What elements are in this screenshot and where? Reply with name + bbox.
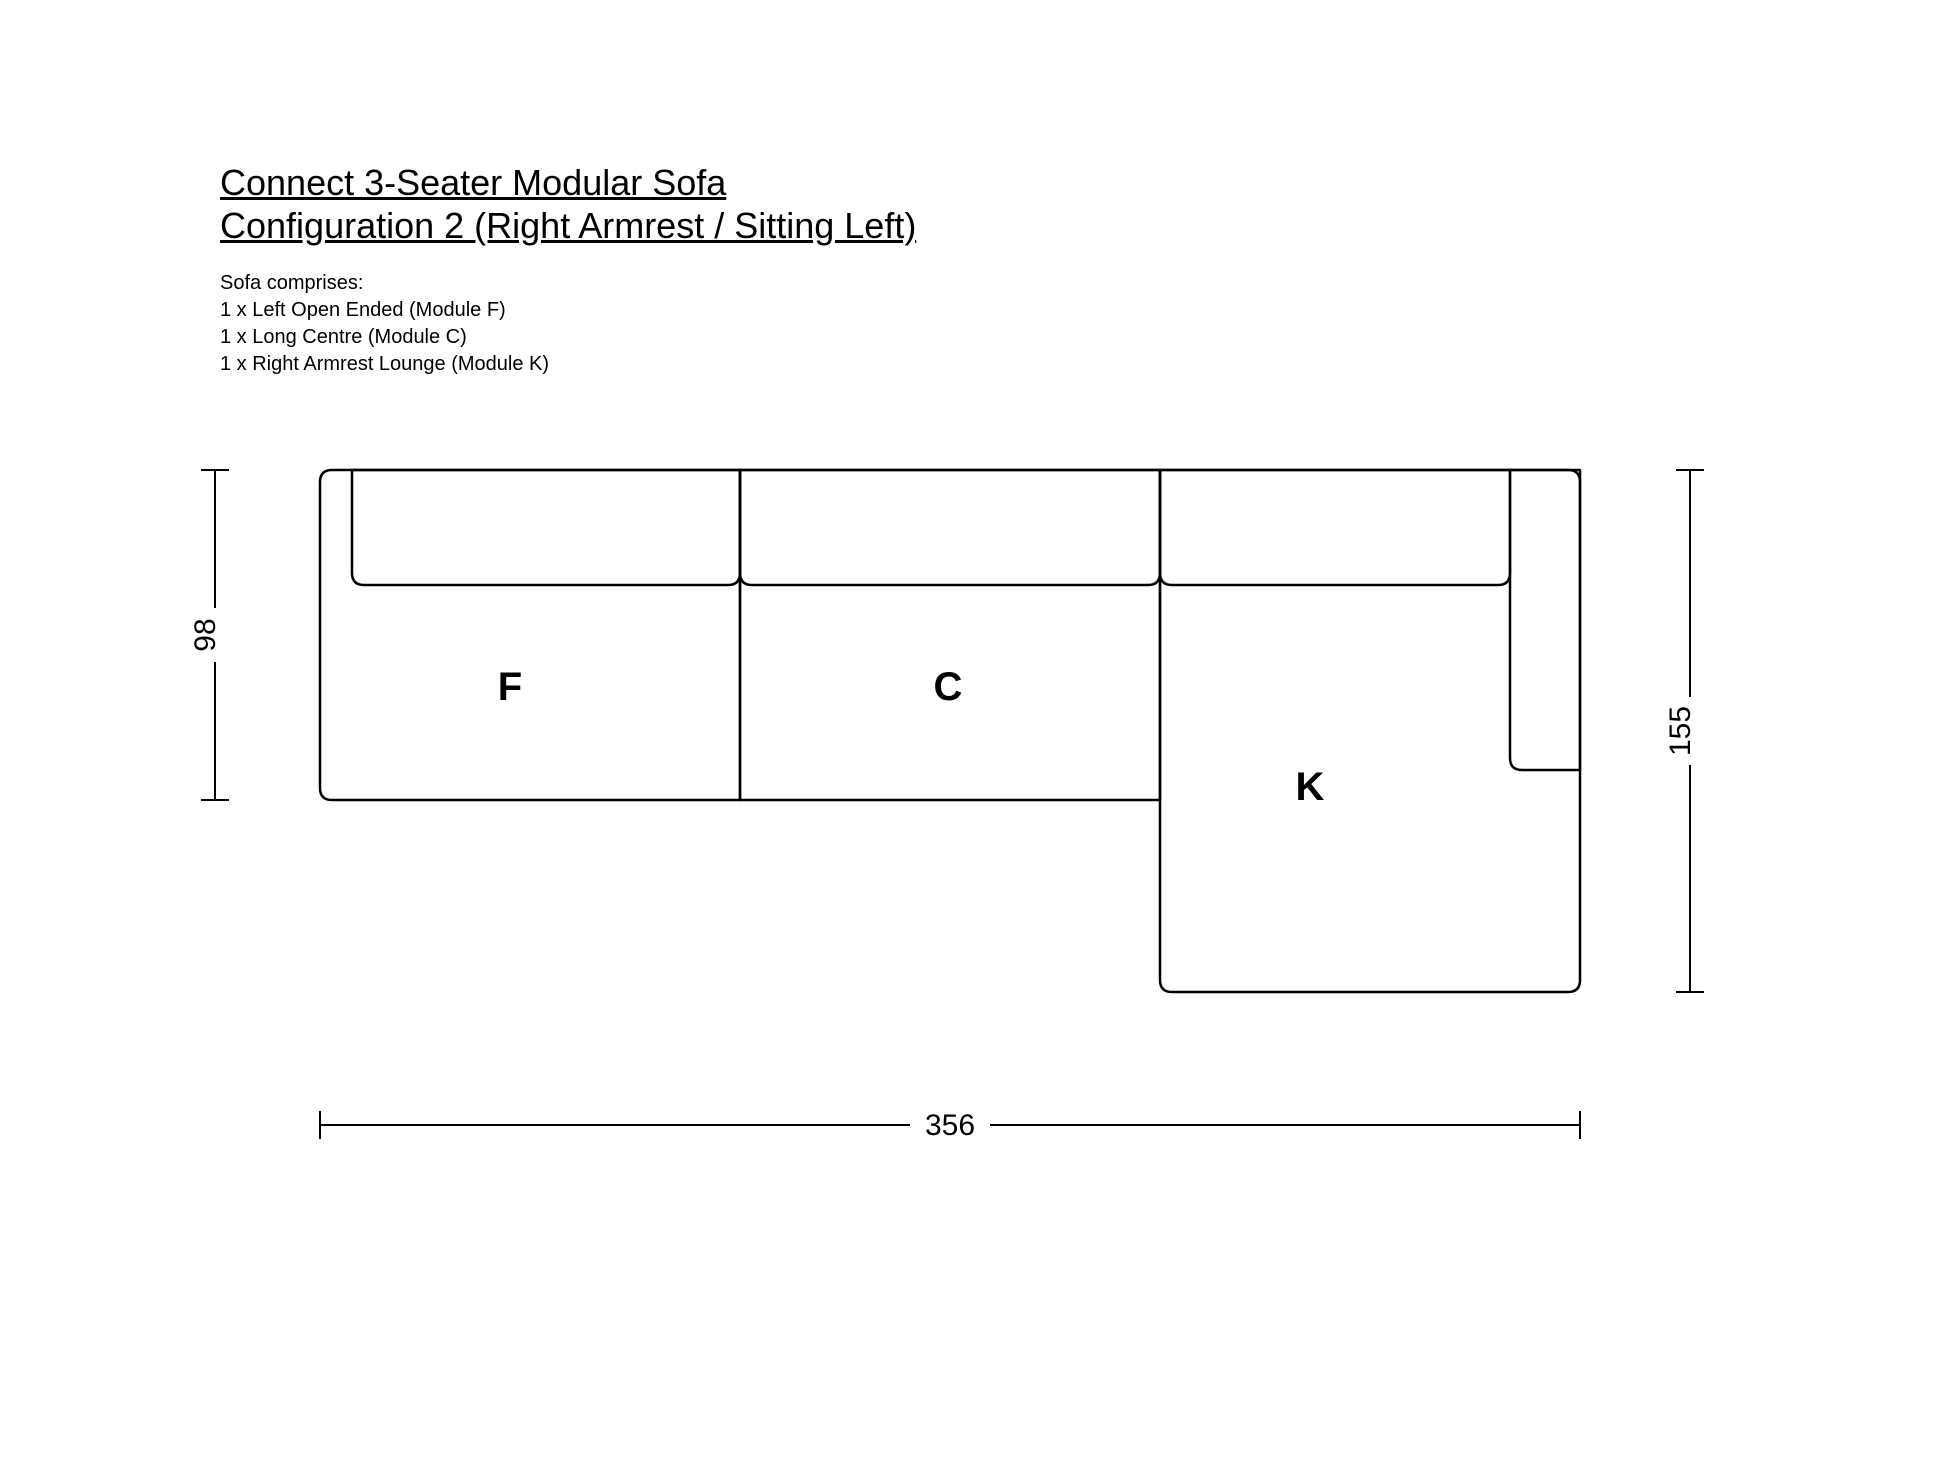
- module-k-armrest: [1510, 470, 1580, 770]
- module-k-outline: [1160, 470, 1580, 992]
- module-f-backrest: [352, 470, 740, 585]
- module-c-backrest: [740, 470, 1160, 585]
- module-k-backrest: [1160, 470, 1510, 585]
- dim-right-label: 155: [1664, 706, 1697, 756]
- module-c-label: C: [934, 665, 963, 709]
- module-f-outline: [320, 470, 740, 800]
- module-f-label: F: [498, 665, 522, 709]
- dim-left-label: 98: [189, 618, 222, 651]
- module-k-label: K: [1296, 765, 1325, 809]
- dim-bottom-label: 356: [925, 1109, 975, 1142]
- sofa-diagram-svg: F C K 98 155 356: [0, 0, 1946, 1464]
- module-c-outline: [740, 470, 1160, 800]
